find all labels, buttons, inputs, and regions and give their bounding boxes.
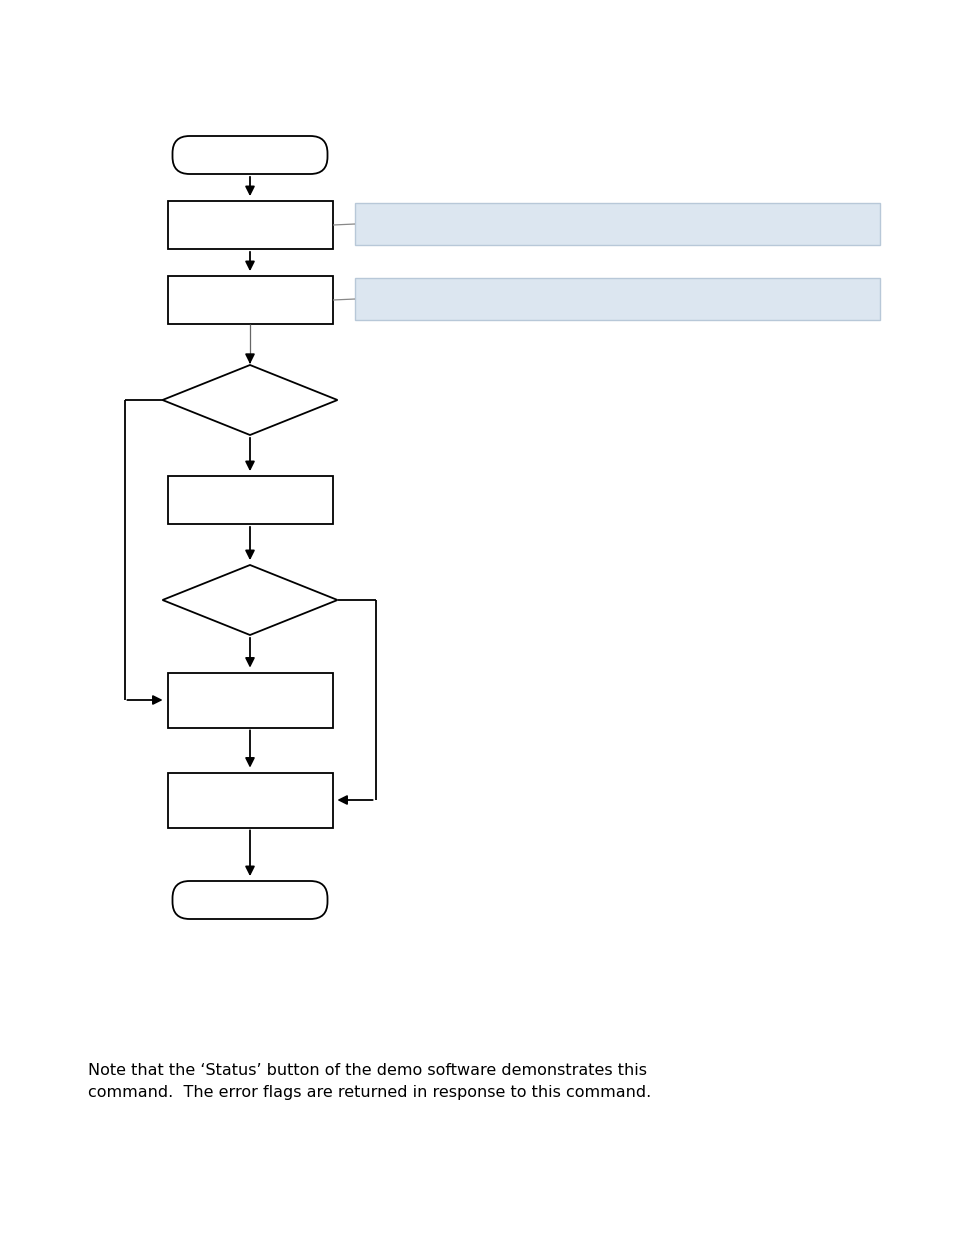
Bar: [168, 201, 333, 249]
Bar: [168, 475, 333, 524]
Bar: [168, 673, 333, 727]
Bar: [168, 773, 333, 827]
FancyBboxPatch shape: [172, 881, 327, 919]
FancyBboxPatch shape: [172, 136, 327, 174]
Text: Note that the ‘Status’ button of the demo software demonstrates this
command.  T: Note that the ‘Status’ button of the dem…: [88, 1063, 651, 1100]
Bar: [355, 203, 879, 245]
Polygon shape: [162, 564, 337, 635]
Bar: [355, 278, 879, 320]
Bar: [168, 275, 333, 324]
Polygon shape: [162, 366, 337, 435]
